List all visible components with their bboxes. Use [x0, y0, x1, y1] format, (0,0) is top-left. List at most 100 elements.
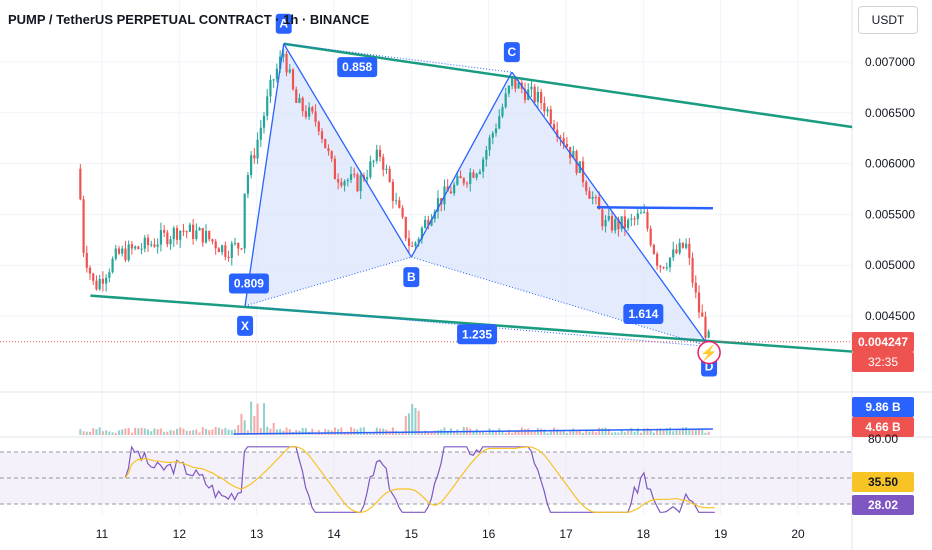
candle-body [501, 107, 504, 117]
volume-bar [633, 431, 636, 435]
volume-pane [79, 401, 713, 435]
candle-body [491, 133, 494, 138]
candle-body [333, 158, 337, 180]
volume-bar [614, 432, 617, 435]
xab-triangle [245, 43, 412, 306]
candle-body [372, 160, 375, 162]
volume-bar [159, 428, 162, 435]
candle-body [498, 116, 501, 129]
candle-body [246, 175, 250, 194]
volume-bar [601, 427, 604, 435]
lightning-icon-glyph: ⚡ [700, 344, 717, 361]
candle-body [378, 149, 382, 157]
candle-body [436, 198, 440, 212]
volume-bar [704, 432, 707, 435]
point-label-c-box [503, 42, 520, 63]
volume-bar [163, 431, 166, 435]
point-label-d: D [705, 359, 714, 373]
volume-bar [166, 431, 169, 435]
volume-bar [366, 432, 369, 435]
volume-bar [604, 427, 607, 435]
volume-bar [172, 430, 175, 435]
volume-bar [549, 431, 552, 435]
candle-body [240, 248, 243, 250]
volume-bar [182, 428, 185, 435]
volume-bar [185, 430, 188, 435]
candle-body [623, 216, 627, 228]
volume-bar [362, 427, 365, 435]
candle-body [681, 242, 685, 248]
volume-bar [369, 432, 372, 435]
volume-bar [263, 403, 266, 435]
volume-bar [556, 429, 559, 435]
candle-body [469, 172, 472, 184]
candle-body [124, 248, 127, 261]
candle-body [694, 282, 697, 293]
candle-body [672, 249, 675, 258]
volume-bar [101, 431, 104, 435]
volume-bar [598, 427, 601, 435]
volume-bar [140, 427, 143, 435]
volume-bar [620, 429, 623, 435]
chart-title: PUMP / TetherUS PERPETUAL CONTRACT · 1h … [8, 12, 369, 27]
candle-body [117, 248, 121, 254]
countdown-tag: 32:35 [852, 352, 914, 372]
candle-body [349, 174, 353, 180]
volume-bar [288, 429, 291, 435]
point-label-x-box [237, 315, 254, 336]
time-tick: 13 [250, 527, 264, 541]
rsi-pane [0, 445, 852, 514]
candle-body [288, 69, 291, 73]
volume-bar [156, 429, 159, 435]
candle-body [217, 248, 221, 253]
ratio-label-box [457, 324, 498, 345]
volume-tag-b: 4.66 B [852, 417, 914, 437]
candle-body [659, 265, 662, 268]
candle-body [556, 129, 559, 138]
volume-bar [646, 428, 649, 435]
candle-body [401, 207, 404, 217]
candle-body [530, 86, 533, 90]
volume-bar [114, 432, 117, 435]
point-label-x: X [241, 319, 249, 333]
candle-body [308, 107, 311, 117]
volume-bar [694, 428, 697, 435]
volume-bar [285, 427, 288, 435]
candle-body [475, 173, 478, 178]
candle-body [420, 227, 424, 239]
candle-body [656, 253, 659, 266]
pattern-leg [283, 43, 412, 258]
candle-body [327, 148, 330, 152]
candle-body [330, 151, 333, 159]
volume-bar [562, 430, 565, 435]
candle-body [424, 219, 427, 228]
point-label-a: A [279, 17, 288, 31]
volume-bar [672, 431, 675, 435]
time-axis[interactable]: 11 12 13 14 15 16 17 18 19 20 [96, 527, 805, 541]
volume-bar [150, 431, 153, 435]
candle-body [478, 171, 482, 174]
candle-body [233, 242, 237, 244]
candle-body [121, 248, 124, 254]
volume-bar [572, 428, 575, 435]
volume-bar [147, 429, 150, 435]
volume-bar [643, 428, 646, 435]
price-axis[interactable]: 0.004500 0.005000 0.005500 0.006000 0.006500… [865, 55, 915, 323]
candle-body [153, 244, 156, 247]
volume-bar [623, 432, 626, 435]
volume-bar [275, 429, 278, 435]
volume-bar [372, 431, 375, 435]
volume-bar [501, 431, 504, 435]
volume-bar [227, 429, 230, 435]
volume-bar [524, 429, 527, 435]
candle-body [250, 155, 253, 176]
currency-button[interactable]: USDT [858, 6, 918, 34]
volume-bar [391, 427, 394, 435]
volume-bar [230, 430, 233, 435]
volume-bar [124, 428, 127, 435]
pattern-labels: X A B C D 0.858 0.809 1.614 1.235 ⚡ [228, 13, 721, 377]
volume-bar [266, 426, 269, 435]
candle-body [230, 243, 233, 259]
volume-bar [485, 432, 488, 435]
